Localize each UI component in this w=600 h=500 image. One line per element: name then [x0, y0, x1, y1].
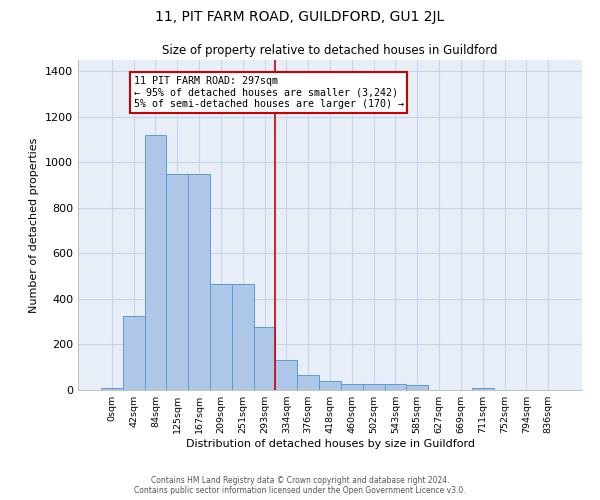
Bar — [101, 388, 123, 390]
Bar — [472, 388, 494, 390]
Text: 11 PIT FARM ROAD: 297sqm
← 95% of detached houses are smaller (3,242)
5% of semi: 11 PIT FARM ROAD: 297sqm ← 95% of detach… — [134, 76, 404, 109]
Text: 11, PIT FARM ROAD, GUILDFORD, GU1 2JL: 11, PIT FARM ROAD, GUILDFORD, GU1 2JL — [155, 10, 445, 24]
Bar — [363, 384, 385, 390]
Bar — [232, 284, 254, 390]
Bar — [123, 316, 145, 390]
Bar — [385, 384, 406, 390]
Bar — [254, 328, 275, 390]
Text: Contains HM Land Registry data © Crown copyright and database right 2024.
Contai: Contains HM Land Registry data © Crown c… — [134, 476, 466, 495]
Bar — [319, 381, 341, 390]
Title: Size of property relative to detached houses in Guildford: Size of property relative to detached ho… — [162, 44, 498, 58]
Bar — [145, 135, 166, 390]
Bar — [275, 360, 297, 390]
Bar — [406, 386, 428, 390]
Bar — [188, 174, 210, 390]
Bar — [297, 375, 319, 390]
Y-axis label: Number of detached properties: Number of detached properties — [29, 138, 40, 312]
X-axis label: Distribution of detached houses by size in Guildford: Distribution of detached houses by size … — [185, 439, 475, 449]
Bar — [166, 174, 188, 390]
Bar — [210, 284, 232, 390]
Bar — [341, 384, 363, 390]
